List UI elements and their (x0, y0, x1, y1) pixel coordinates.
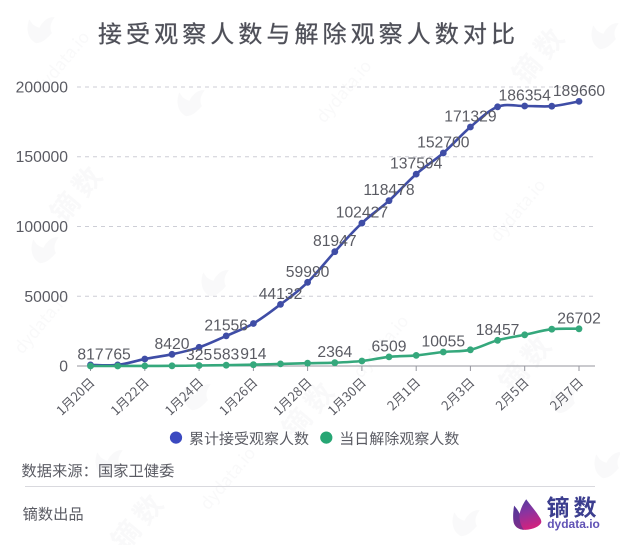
svg-text:2364: 2364 (317, 344, 352, 361)
svg-text:817: 817 (77, 346, 103, 363)
svg-text:8420: 8420 (155, 336, 190, 353)
svg-text:765: 765 (105, 346, 131, 363)
svg-text:102427: 102427 (336, 205, 388, 222)
svg-text:18457: 18457 (476, 322, 520, 339)
svg-text:100000: 100000 (16, 219, 69, 236)
svg-text:189660: 189660 (553, 83, 606, 100)
svg-text:186354: 186354 (499, 88, 552, 105)
svg-text:dydata.io: dydata.io (547, 517, 600, 531)
svg-text:200000: 200000 (16, 80, 69, 97)
svg-text:26702: 26702 (557, 310, 601, 327)
svg-text:137594: 137594 (390, 156, 443, 173)
svg-text:0: 0 (59, 359, 68, 376)
svg-text:150000: 150000 (16, 149, 69, 166)
svg-text:10055: 10055 (421, 334, 465, 351)
svg-text:50000: 50000 (24, 289, 68, 306)
svg-text:59990: 59990 (286, 264, 330, 281)
svg-text:21556: 21556 (204, 317, 248, 334)
svg-text:171329: 171329 (444, 109, 496, 126)
svg-text:6509: 6509 (372, 338, 407, 355)
svg-text:914: 914 (240, 346, 266, 363)
svg-text:44132: 44132 (259, 286, 303, 303)
svg-text:118478: 118478 (363, 182, 414, 199)
svg-text:325: 325 (186, 347, 212, 364)
svg-text:81947: 81947 (313, 233, 357, 250)
svg-text:583: 583 (213, 347, 239, 364)
svg-text:152700: 152700 (417, 135, 470, 152)
